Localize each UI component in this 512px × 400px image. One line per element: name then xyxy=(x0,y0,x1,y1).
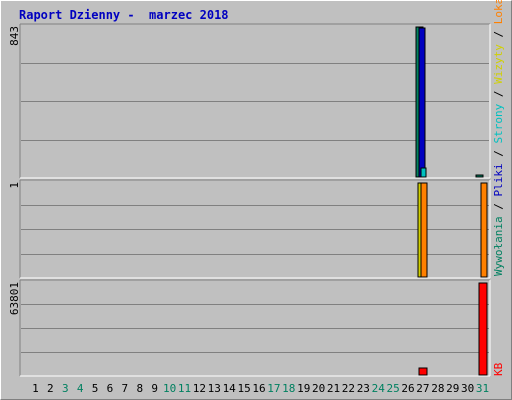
x-tick-label: 28 xyxy=(431,382,444,395)
y-scale-label-3: 63801 xyxy=(8,282,21,315)
x-tick-label: 19 xyxy=(297,382,310,395)
x-tick-label: 11 xyxy=(178,382,191,395)
x-tick-label: 21 xyxy=(327,382,340,395)
legend-entry: Lokalizacje xyxy=(492,0,505,24)
x-tick-label: 1 xyxy=(32,382,39,395)
legend-entry: Wywołania xyxy=(492,216,505,276)
y-scale-label-2: 1 xyxy=(8,182,21,189)
x-tick-label: 24 xyxy=(372,382,386,395)
legend-entry: Pliki xyxy=(492,163,505,196)
x-tick-label: 14 xyxy=(223,382,237,395)
bar-lokalizacje-day-31 xyxy=(480,182,488,278)
legend-entry: / xyxy=(492,84,505,104)
x-tick-label: 30 xyxy=(461,382,474,395)
x-tick-label: 31 xyxy=(476,382,489,395)
x-tick-label: 13 xyxy=(208,382,221,395)
bar-pliki-day-27 xyxy=(418,27,426,178)
x-tick-label: 23 xyxy=(357,382,370,395)
legend-kb: KB xyxy=(492,362,505,376)
bar-lokalizacje-day-27 xyxy=(420,182,428,278)
x-tick-label: 15 xyxy=(237,382,250,395)
x-tick-label: 27 xyxy=(416,382,429,395)
x-tick-label: 7 xyxy=(122,382,129,395)
y-scale-label-1: 843 xyxy=(8,26,21,46)
chart-title: Raport Dzienny - marzec 2018 xyxy=(19,8,229,22)
x-tick-label: 8 xyxy=(136,382,143,395)
x-tick-label: 2 xyxy=(47,382,54,395)
legend-entry: / xyxy=(492,24,505,44)
x-tick-label: 18 xyxy=(282,382,295,395)
x-tick-label: 12 xyxy=(193,382,206,395)
x-tick-label: 17 xyxy=(267,382,280,395)
x-tick-label: 29 xyxy=(446,382,459,395)
x-tick-label: 9 xyxy=(151,382,158,395)
x-tick-label: 6 xyxy=(107,382,114,395)
x-tick-label: 4 xyxy=(77,382,84,395)
x-tick-label: 25 xyxy=(387,382,400,395)
bar-kb-day-31 xyxy=(478,282,488,376)
bar-kb-day-27 xyxy=(418,367,428,376)
x-tick-label: 10 xyxy=(163,382,176,395)
x-tick-label: 26 xyxy=(401,382,414,395)
x-tick-label: 16 xyxy=(252,382,265,395)
x-tick-label: 5 xyxy=(92,382,99,395)
legend-entry: Strony xyxy=(492,103,505,143)
x-tick-label: 3 xyxy=(62,382,69,395)
legend-entry: Wizyty xyxy=(492,44,505,84)
bar-wywo-ania-day-31 xyxy=(475,174,484,178)
legend-entry: / xyxy=(492,197,505,217)
bar-strony-day-27 xyxy=(420,167,427,178)
x-tick-label: 20 xyxy=(312,382,325,395)
x-tick-label: 22 xyxy=(342,382,355,395)
legend-entry: / xyxy=(492,144,505,164)
legend-top: Wywołania / Pliki / Strony / Wizyty / Lo… xyxy=(492,0,505,276)
